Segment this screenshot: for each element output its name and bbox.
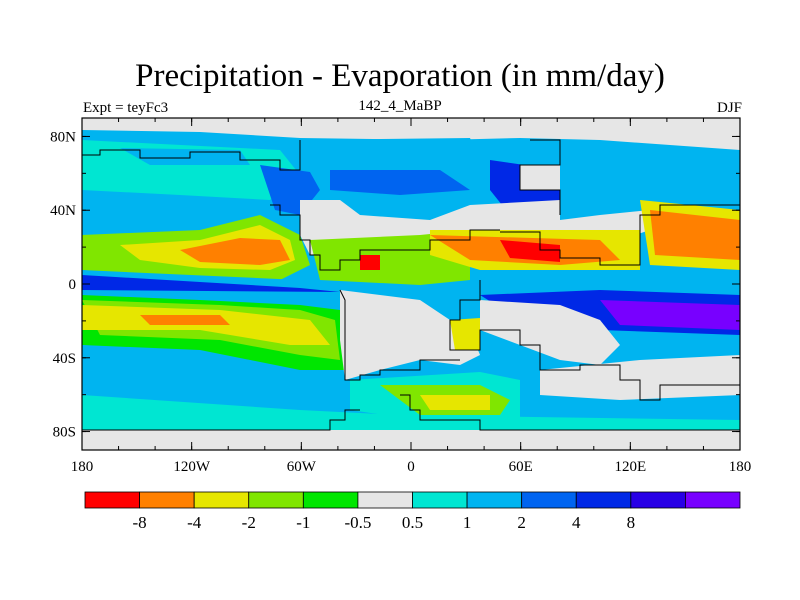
- antarctic: [82, 430, 740, 450]
- colorbar-label: 8: [627, 513, 636, 532]
- colorbar-label: 1: [463, 513, 472, 532]
- itcz-pacific: [82, 275, 340, 292]
- y-tick-label: 40S: [53, 351, 76, 367]
- y-tick-label: 0: [69, 277, 77, 293]
- colorbar-swatch: [193, 491, 250, 509]
- x-tick-label: 120E: [614, 459, 646, 475]
- colorbar-label: 0.5: [402, 513, 423, 532]
- time-label: 142_4_MaBP: [358, 98, 442, 114]
- itcz-extreme: [600, 300, 740, 330]
- colorbar-swatch: [466, 491, 523, 509]
- colorbar-swatch: [685, 491, 741, 509]
- x-tick-label: 0: [407, 459, 415, 475]
- colorbar-label: -0.5: [344, 513, 371, 532]
- colorbar-swatch: [521, 491, 577, 509]
- y-tick-label: 80S: [53, 425, 76, 441]
- antarctic-coast: [540, 355, 740, 400]
- plot-title: Precipitation - Evaporation (in mm/day): [135, 58, 665, 94]
- n-atlantic-storm: [330, 170, 470, 195]
- x-tick-label: 60E: [509, 459, 533, 475]
- n-subtropic-strong: [180, 238, 290, 265]
- x-tick-label: 180: [729, 459, 752, 475]
- colorbar-label: 2: [517, 513, 526, 532]
- colorbar-swatch: [630, 491, 686, 509]
- n-atlantic-band: [300, 138, 480, 175]
- colorbar-label: -8: [132, 513, 146, 532]
- coastlines: [82, 139, 740, 431]
- colorbar-swatch: [357, 491, 413, 509]
- colorbar-label: 4: [572, 513, 581, 532]
- colorbar-swatch: [302, 491, 359, 509]
- south-continent: [340, 290, 480, 380]
- map-fill: [82, 118, 740, 450]
- arctic-region: [82, 118, 740, 150]
- y-tick-label: 40N: [50, 203, 76, 219]
- south-dry-core: [420, 395, 490, 410]
- north-lake: [520, 165, 560, 190]
- x-tick-label: 180: [71, 459, 94, 475]
- colorbar-swatch: [84, 491, 140, 509]
- colorbar-swatch: [248, 491, 304, 509]
- colorbar-label: -1: [296, 513, 310, 532]
- x-tick-label: 120W: [173, 459, 211, 475]
- w-pacific-dry: [650, 210, 740, 260]
- colorbar-swatch: [575, 491, 632, 509]
- s-subtropic-strong: [140, 315, 230, 325]
- colorbar-swatch: [412, 491, 468, 509]
- colorbar-swatch: [139, 491, 195, 509]
- south-dry-patch: [450, 318, 480, 350]
- x-tick-label: 60W: [287, 459, 317, 475]
- season-label: DJF: [716, 100, 742, 116]
- tethys-strong-dry: [500, 240, 560, 262]
- atlantic-dry-spot: [360, 255, 380, 270]
- y-tick-label: 80N: [50, 129, 76, 145]
- y-axis: 80N 40N 0 40S 80S: [50, 129, 740, 441]
- experiment-label: Expt = teyFc3: [83, 100, 169, 116]
- colorbar-label: -4: [187, 513, 202, 532]
- colorbar: -8 -4 -2 -1 -0.5 0.5 1 2 4 8: [84, 491, 741, 532]
- colorbar-label: -2: [242, 513, 256, 532]
- x-axis: 180 120W 60W 0 60E 120E 180: [71, 118, 752, 475]
- south-east-land: [480, 300, 620, 365]
